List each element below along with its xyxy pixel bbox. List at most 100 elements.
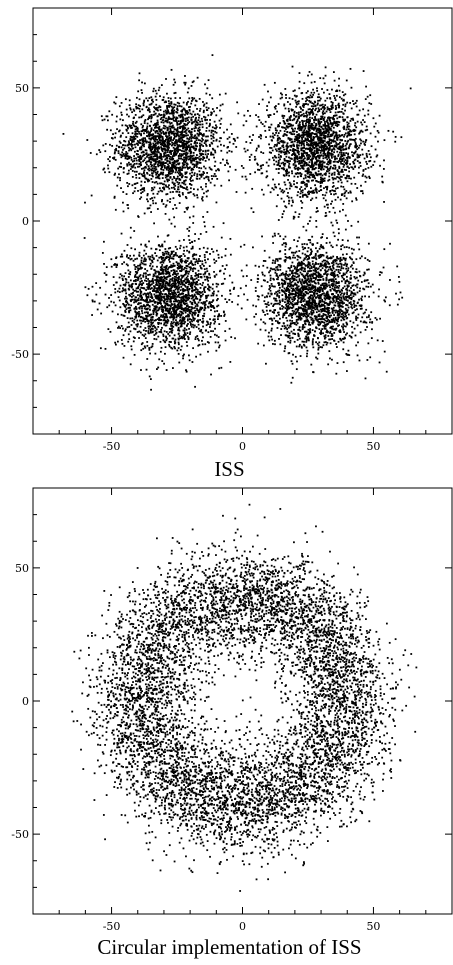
point xyxy=(314,188,317,191)
point xyxy=(180,119,182,122)
point xyxy=(167,163,169,166)
point xyxy=(284,88,287,90)
point xyxy=(160,139,163,142)
point xyxy=(354,122,357,124)
point xyxy=(330,150,333,153)
point xyxy=(319,138,321,141)
point xyxy=(190,100,193,102)
point xyxy=(292,130,294,133)
point xyxy=(142,150,145,153)
point xyxy=(174,103,177,106)
point xyxy=(210,134,212,137)
point xyxy=(156,301,159,304)
point xyxy=(291,199,294,202)
point xyxy=(190,133,192,136)
point xyxy=(321,181,324,184)
point xyxy=(298,134,301,137)
point xyxy=(310,137,313,139)
point xyxy=(157,165,160,168)
point xyxy=(327,144,330,147)
point xyxy=(196,175,199,178)
point xyxy=(336,150,339,153)
point xyxy=(199,123,202,126)
point xyxy=(208,285,210,288)
point xyxy=(144,165,147,168)
point xyxy=(338,77,340,80)
point xyxy=(122,167,125,170)
point xyxy=(148,132,150,134)
point xyxy=(291,127,293,130)
point xyxy=(320,236,323,239)
point xyxy=(165,369,168,371)
point xyxy=(202,173,204,176)
point xyxy=(140,243,143,246)
point xyxy=(119,179,121,182)
point xyxy=(143,100,145,103)
point xyxy=(309,119,311,121)
point xyxy=(148,332,150,335)
point xyxy=(283,122,286,125)
point xyxy=(164,258,166,261)
point xyxy=(383,159,385,162)
point xyxy=(315,130,318,133)
point xyxy=(320,154,323,157)
point xyxy=(181,109,184,111)
point xyxy=(324,144,327,147)
point xyxy=(187,292,190,294)
point xyxy=(220,236,223,239)
point xyxy=(294,149,297,152)
point xyxy=(110,137,113,139)
point xyxy=(127,172,130,175)
point xyxy=(120,134,122,137)
point xyxy=(132,164,135,166)
point xyxy=(354,150,357,153)
point xyxy=(311,176,314,178)
point xyxy=(329,116,332,119)
point xyxy=(162,269,164,272)
point xyxy=(183,150,186,153)
point xyxy=(324,156,327,159)
point xyxy=(194,119,197,122)
point xyxy=(189,150,191,152)
point xyxy=(279,147,282,149)
point xyxy=(293,166,296,169)
point xyxy=(181,167,184,170)
point xyxy=(114,172,116,175)
point xyxy=(120,187,122,190)
point xyxy=(288,199,291,202)
point xyxy=(307,126,310,128)
point xyxy=(169,278,172,281)
point xyxy=(206,156,208,159)
point xyxy=(158,156,161,159)
point xyxy=(163,145,165,148)
point xyxy=(152,299,155,301)
point xyxy=(201,152,203,155)
point xyxy=(225,159,228,162)
point xyxy=(168,121,171,124)
point xyxy=(137,144,139,146)
point xyxy=(296,135,298,138)
point xyxy=(308,171,311,174)
point xyxy=(208,265,211,267)
point xyxy=(135,174,138,176)
point xyxy=(355,198,358,201)
point xyxy=(167,165,170,168)
point xyxy=(190,128,193,131)
point xyxy=(194,140,196,143)
point xyxy=(280,190,283,193)
point xyxy=(336,157,338,160)
point xyxy=(202,336,204,339)
point xyxy=(342,154,345,156)
point xyxy=(148,117,150,119)
point xyxy=(322,130,325,133)
point xyxy=(296,172,299,174)
point xyxy=(153,138,155,141)
point xyxy=(127,140,130,143)
point xyxy=(327,163,330,166)
point xyxy=(163,183,165,186)
point xyxy=(172,153,175,156)
point xyxy=(134,128,137,131)
point xyxy=(139,292,142,295)
point xyxy=(160,200,163,203)
point xyxy=(113,156,116,159)
